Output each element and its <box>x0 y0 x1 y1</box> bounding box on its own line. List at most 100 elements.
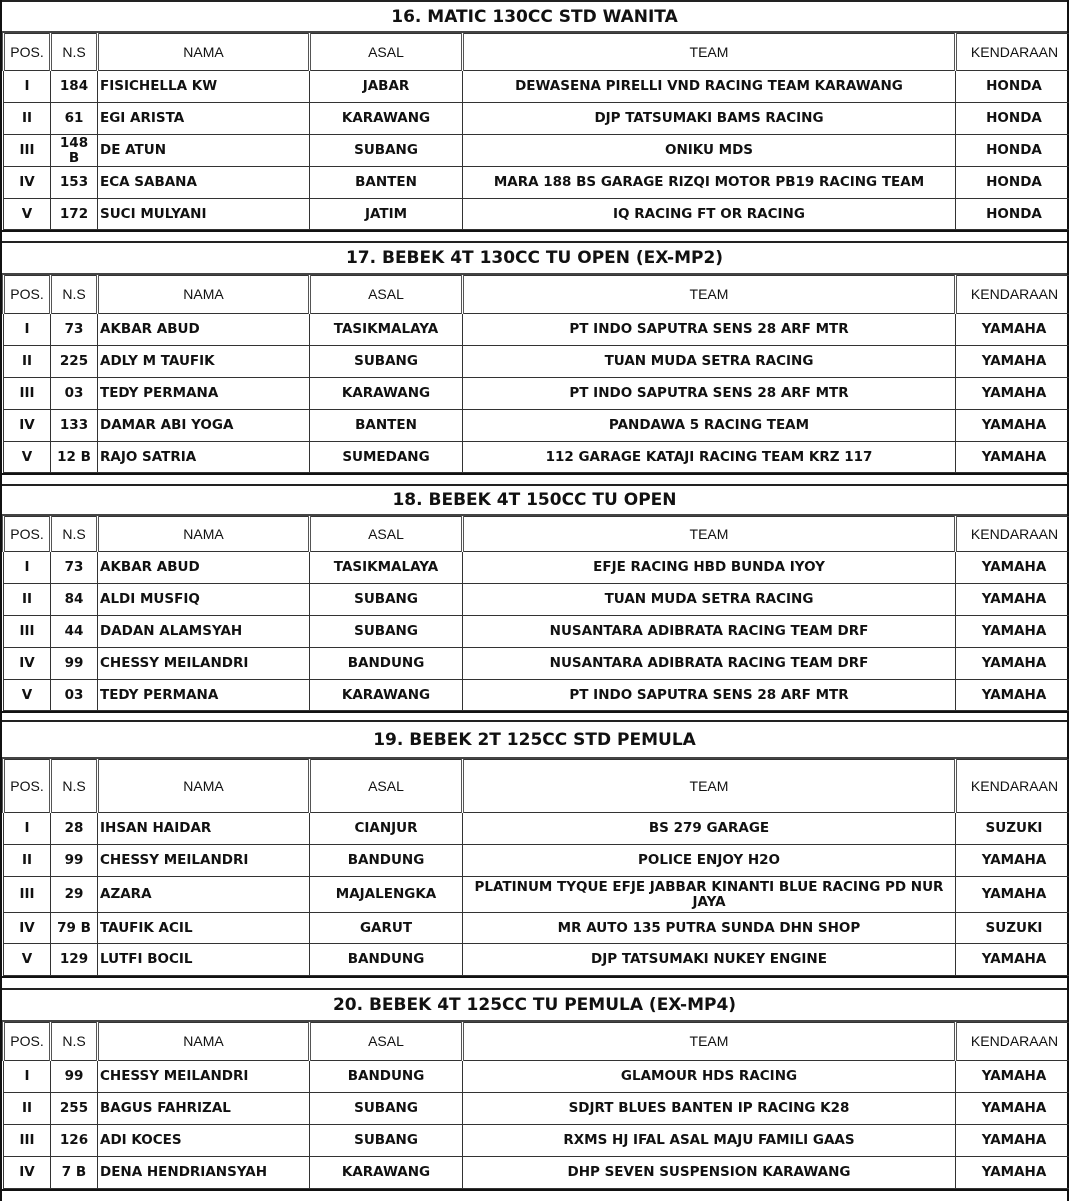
number-cell: 255 <box>51 1093 98 1125</box>
nama-cell: TAUFIK ACIL <box>98 913 310 944</box>
asal-cell: SUBANG <box>310 135 463 167</box>
team-cell: EFJE RACING HBD BUNDA IYOY <box>463 552 956 584</box>
asal-cell: MAJALENGKA <box>310 877 463 913</box>
column-header: TEAM <box>463 34 956 71</box>
pos-cell: IV <box>4 410 51 442</box>
pos-cell: II <box>4 346 51 378</box>
nama-cell: IHSAN HAIDAR <box>98 813 310 845</box>
class-title: 16. MATIC 130CC STD WANITA <box>2 0 1067 33</box>
kendaraan-cell: YAMAHA <box>956 845 1069 877</box>
class-title: 17. BEBEK 4T 130CC TU OPEN (EX-MP2) <box>2 241 1067 275</box>
column-header: ASAL <box>310 34 463 71</box>
kendaraan-cell: YAMAHA <box>956 346 1069 378</box>
nama-cell: FISICHELLA KW <box>98 71 310 103</box>
number-cell: 225 <box>51 346 98 378</box>
number-cell: 79 B <box>51 913 98 944</box>
team-cell: PT INDO SAPUTRA SENS 28 ARF MTR <box>463 314 956 346</box>
kendaraan-cell: YAMAHA <box>956 680 1069 711</box>
asal-cell: TASIKMALAYA <box>310 552 463 584</box>
pos-cell: I <box>4 314 51 346</box>
kendaraan-cell: HONDA <box>956 167 1069 199</box>
class-title: 20. BEBEK 4T 125CC TU PEMULA (EX-MP4) <box>2 988 1067 1022</box>
asal-cell: SUBANG <box>310 1093 463 1125</box>
nama-cell: DENA HENDRIANSYAH <box>98 1157 310 1189</box>
race-class-section: 17. BEBEK 4T 130CC TU OPEN (EX-MP2)POS.N… <box>0 241 1069 485</box>
number-cell: 153 <box>51 167 98 199</box>
team-cell: GLAMOUR HDS RACING <box>463 1061 956 1093</box>
team-cell: MR AUTO 135 PUTRA SUNDA DHN SHOP <box>463 913 956 944</box>
kendaraan-cell: YAMAHA <box>956 1125 1069 1157</box>
asal-cell: KARAWANG <box>310 378 463 410</box>
number-cell: 148 B <box>51 135 98 167</box>
asal-cell: BANTEN <box>310 167 463 199</box>
asal-cell: SUBANG <box>310 346 463 378</box>
number-cell: 44 <box>51 616 98 648</box>
nama-cell: CHESSY MEILANDRI <box>98 648 310 680</box>
nama-cell: AKBAR ABUD <box>98 314 310 346</box>
kendaraan-cell: YAMAHA <box>956 616 1069 648</box>
column-header: N.S <box>51 760 98 813</box>
pos-cell: IV <box>4 648 51 680</box>
pos-cell: II <box>4 1093 51 1125</box>
team-cell: PANDAWA 5 RACING TEAM <box>463 410 956 442</box>
team-cell: TUAN MUDA SETRA RACING <box>463 584 956 616</box>
column-header: NAMA <box>98 1023 310 1061</box>
number-cell: 73 <box>51 552 98 584</box>
column-header: TEAM <box>463 760 956 813</box>
pos-cell: I <box>4 1061 51 1093</box>
nama-cell: ADLY M TAUFIK <box>98 346 310 378</box>
number-cell: 29 <box>51 877 98 913</box>
column-header: KENDARAAN <box>956 276 1069 314</box>
nama-cell: SUCI MULYANI <box>98 199 310 230</box>
number-cell: 129 <box>51 944 98 976</box>
nama-cell: ECA SABANA <box>98 167 310 199</box>
asal-cell: SUBANG <box>310 584 463 616</box>
asal-cell: KARAWANG <box>310 680 463 711</box>
team-cell: DJP TATSUMAKI NUKEY ENGINE <box>463 944 956 976</box>
nama-cell: RAJO SATRIA <box>98 442 310 473</box>
asal-cell: KARAWANG <box>310 1157 463 1189</box>
nama-cell: DAMAR ABI YOGA <box>98 410 310 442</box>
kendaraan-cell: YAMAHA <box>956 552 1069 584</box>
number-cell: 99 <box>51 648 98 680</box>
asal-cell: BANDUNG <box>310 648 463 680</box>
pos-cell: I <box>4 552 51 584</box>
column-header: NAMA <box>98 517 310 552</box>
team-cell: DHP SEVEN SUSPENSION KARAWANG <box>463 1157 956 1189</box>
team-cell: RXMS HJ IFAL ASAL MAJU FAMILI GAAS <box>463 1125 956 1157</box>
kendaraan-cell: YAMAHA <box>956 584 1069 616</box>
column-header: ASAL <box>310 760 463 813</box>
number-cell: 133 <box>51 410 98 442</box>
column-header: N.S <box>51 517 98 552</box>
kendaraan-cell: YAMAHA <box>956 410 1069 442</box>
team-cell: IQ RACING FT OR RACING <box>463 199 956 230</box>
number-cell: 28 <box>51 813 98 845</box>
column-header: ASAL <box>310 1023 463 1061</box>
column-header: POS. <box>4 517 51 552</box>
kendaraan-cell: SUZUKI <box>956 913 1069 944</box>
pos-cell: V <box>4 442 51 473</box>
kendaraan-cell: HONDA <box>956 71 1069 103</box>
number-cell: 61 <box>51 103 98 135</box>
nama-cell: LUTFI BOCIL <box>98 944 310 976</box>
pos-cell: III <box>4 616 51 648</box>
pos-cell: III <box>4 877 51 913</box>
pos-cell: V <box>4 199 51 230</box>
kendaraan-cell: YAMAHA <box>956 877 1069 913</box>
asal-cell: CIANJUR <box>310 813 463 845</box>
number-cell: 172 <box>51 199 98 230</box>
